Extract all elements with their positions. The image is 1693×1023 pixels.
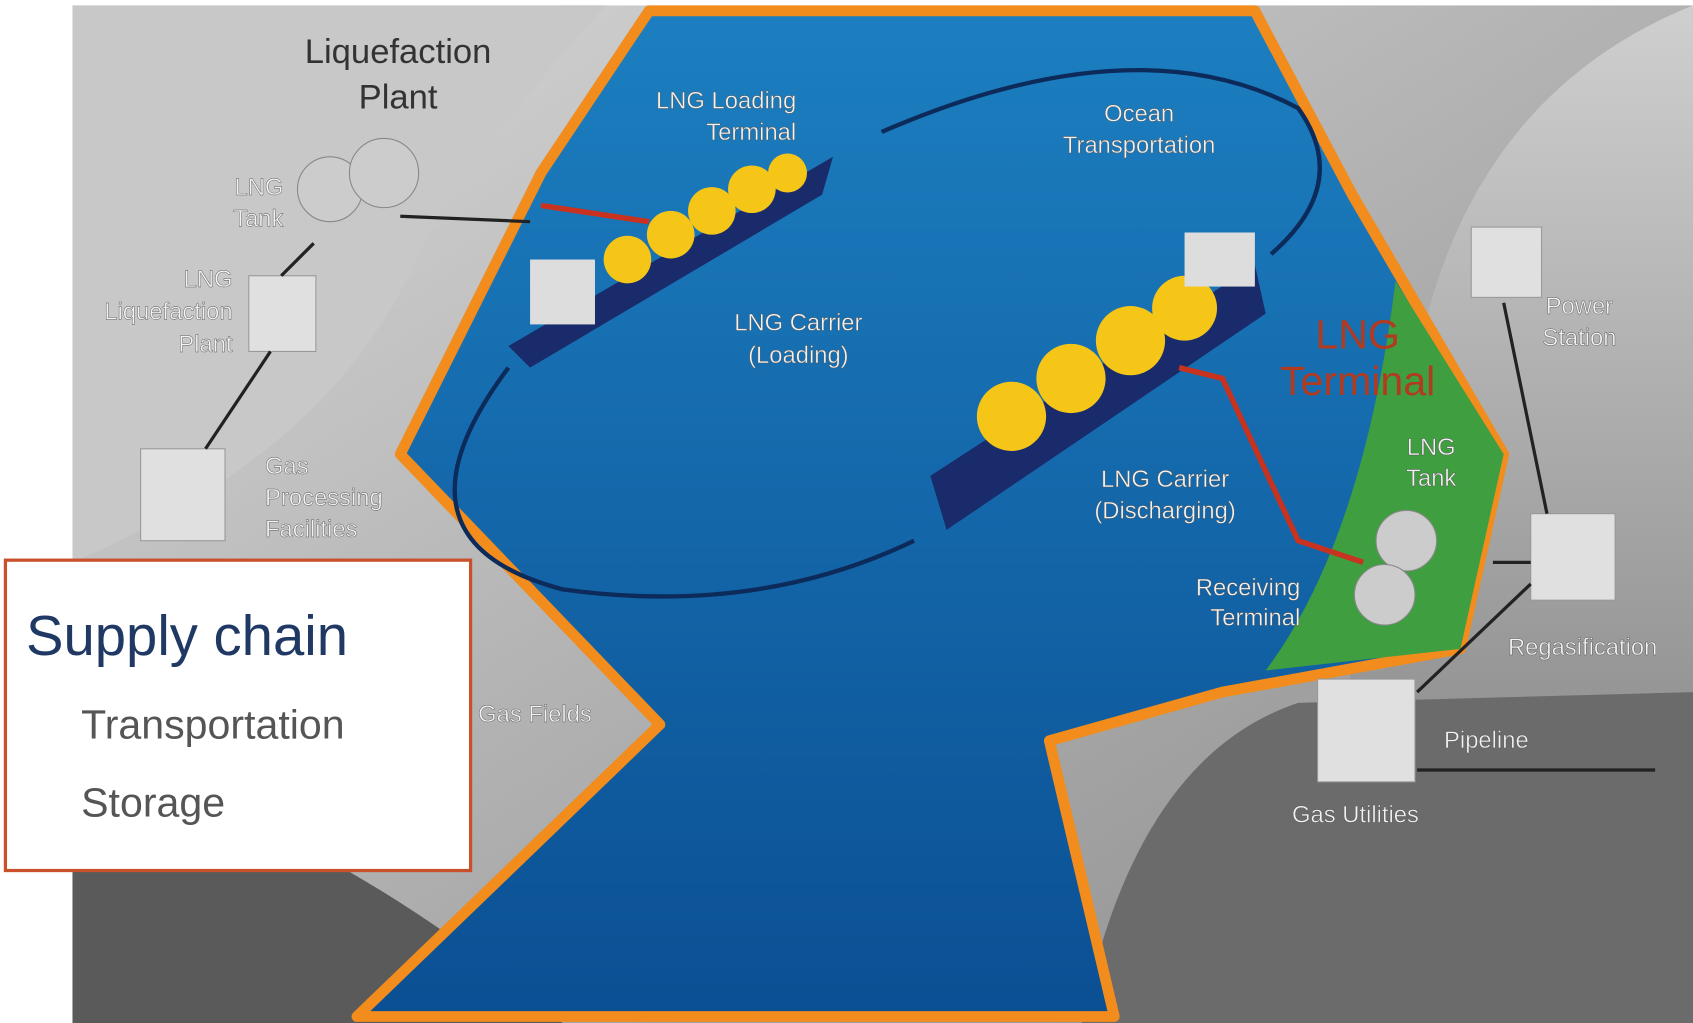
label-line: Terminal <box>1280 358 1435 404</box>
ship-loading-bridge <box>530 259 595 325</box>
label-line: Station <box>1542 325 1616 352</box>
label-line: Terminal <box>706 119 796 146</box>
label-line: Gas Utilities <box>1292 802 1419 829</box>
label: Liquefaction Plant <box>305 33 492 116</box>
label: LNG Loading Terminal <box>656 88 796 146</box>
label: LNG Carrier (Discharging) <box>1094 467 1235 525</box>
land-left <box>72 5 606 563</box>
tanks <box>296 137 1438 626</box>
label-line: Plant <box>178 331 233 358</box>
label-line: LNG <box>235 175 284 202</box>
label-line: Liquefaction <box>305 33 492 71</box>
label: Regasification <box>1508 634 1657 661</box>
label-line: Gas <box>265 454 309 481</box>
ship-loading-tanks <box>603 153 808 284</box>
label-line: Liquefaction <box>104 299 232 326</box>
pipe-loading <box>540 202 650 225</box>
label: Ocean Transportation <box>1063 101 1215 159</box>
label-line: Tank <box>233 206 283 233</box>
label: LNG Liquefaction Plant <box>104 266 233 358</box>
arrow-return <box>452 366 916 599</box>
label-line: Receiving <box>1196 575 1300 602</box>
label-line: (Discharging) <box>1094 498 1235 525</box>
connection-lines <box>204 214 1656 772</box>
label-line: Regasification <box>1508 634 1657 661</box>
land-bottom-right <box>1081 692 1693 1023</box>
label-line: LNG <box>1315 311 1400 357</box>
label-line: Plant <box>359 79 438 117</box>
label: LNG Carrier (Loading) <box>734 310 862 369</box>
box-item: Transportation <box>81 702 344 748</box>
label: Receiving Terminal <box>1196 575 1300 632</box>
label-line: LNG Carrier <box>734 310 862 337</box>
label-line: Facilities <box>265 516 358 543</box>
box-title: Supply chain <box>26 604 348 667</box>
label-line: Transportation <box>1063 132 1215 159</box>
label-line: LNG Loading <box>656 88 796 115</box>
pipe-terminal <box>1178 365 1364 565</box>
label-line: Pipeline <box>1444 727 1529 754</box>
box-item: Storage <box>81 780 225 826</box>
summary-box <box>3 558 473 873</box>
label-line: Terminal <box>1210 605 1300 632</box>
label: LNG Tank <box>1406 434 1456 492</box>
ship-discharging-tanks <box>976 275 1218 451</box>
label-line: (Loading) <box>748 342 849 369</box>
label: Gas Utilities <box>1292 802 1419 829</box>
label-line: Tank <box>1406 465 1456 492</box>
label: LNG Tank <box>233 175 283 233</box>
ship-discharging-bridge <box>1184 232 1255 287</box>
buildings <box>140 226 1616 783</box>
label-line: LNG <box>184 266 233 293</box>
label: LNG Terminal <box>1280 311 1435 403</box>
label-line: Ocean <box>1104 101 1174 128</box>
label: Gas Fields <box>478 701 592 728</box>
label-line: LNG Carrier <box>1101 467 1229 494</box>
label-line: Power <box>1546 293 1614 320</box>
label: Pipeline <box>1444 727 1529 754</box>
label: Power Station <box>1542 293 1616 351</box>
label-line: Processing <box>265 485 383 512</box>
arrow-ocean <box>880 67 1322 256</box>
label-line: LNG <box>1407 434 1456 461</box>
terminal-area <box>1265 281 1504 671</box>
label: Gas Processing Facilities <box>265 454 383 544</box>
label-line: Gas Fields <box>478 701 592 728</box>
